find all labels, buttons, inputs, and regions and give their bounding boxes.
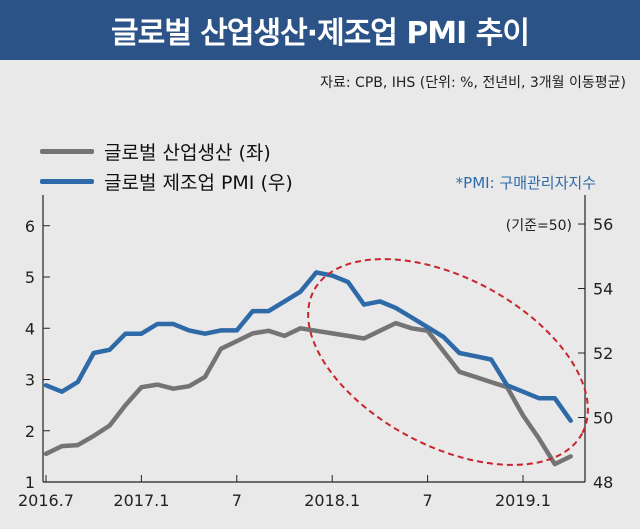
right-axis-tick-label: 50 <box>593 409 613 428</box>
chart-title: 글로벌 산업생산·제조업 PMI 추이 <box>111 16 530 51</box>
unit-note: (기준=50) <box>506 218 572 234</box>
x-axis-tick-label: 7 <box>232 491 242 510</box>
x-axis-tick-label: 2016.7 <box>18 491 74 510</box>
x-axis-tick-label: 2019.1 <box>495 491 551 510</box>
series-line-pmi <box>43 270 573 423</box>
left-axis-tick-label: 3 <box>25 371 35 390</box>
right-axis-tick-label: 54 <box>593 280 613 299</box>
legend-item-production: 글로벌 산업생산 (좌) <box>40 138 271 164</box>
x-axis-tick-label: 2018.1 <box>304 491 360 510</box>
right-axis-tick-label: 48 <box>593 473 613 492</box>
left-axis-tick-label: 4 <box>25 319 35 338</box>
series-line-production <box>43 320 573 467</box>
right-axis-tick-label: 56 <box>593 215 613 234</box>
legend-swatch-pmi <box>40 178 94 184</box>
left-axis-tick-label: 2 <box>25 422 35 441</box>
left-axis-tick-label: 6 <box>25 217 35 236</box>
legend-swatch-production <box>40 148 94 154</box>
x-axis-tick-label: 7 <box>423 491 433 510</box>
legend-item-pmi: 글로벌 제조업 PMI (우) <box>40 168 293 194</box>
title-bar: 글로벌 산업생산·제조업 PMI 추이 <box>0 0 640 60</box>
x-axis-tick-label: 2017.1 <box>113 491 169 510</box>
right-axis-tick-label: 52 <box>593 344 613 363</box>
left-axis-tick-label: 1 <box>25 473 35 492</box>
left-axis-tick-label: 5 <box>25 268 35 287</box>
pmi-footnote: *PMI: 구매관리자지수 <box>455 174 596 192</box>
source-note: 자료: CPB, IHS (단위: %, 전년비, 3개월 이동평균) <box>320 75 626 91</box>
highlight-ellipse <box>307 258 589 466</box>
legend-label-pmi: 글로벌 제조업 PMI (우) <box>104 171 293 194</box>
legend-label-production: 글로벌 산업생산 (좌) <box>104 141 271 164</box>
